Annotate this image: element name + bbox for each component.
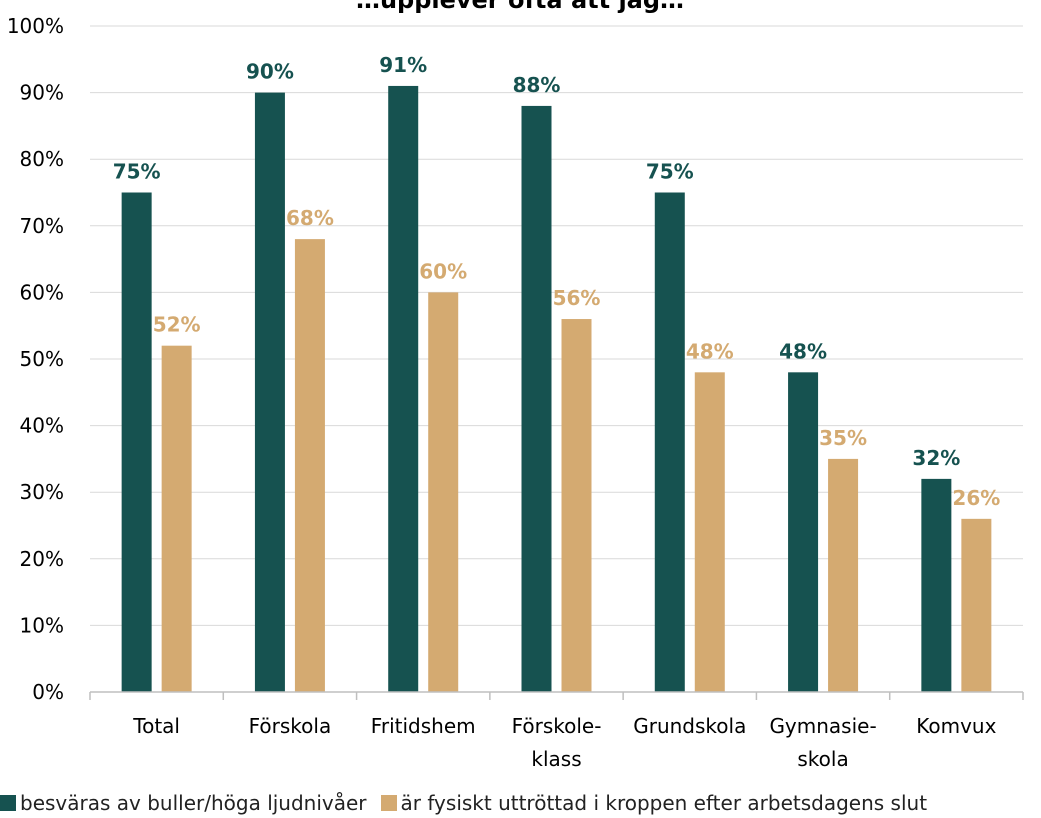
category-label-line: Förskola — [249, 714, 332, 738]
bar-series-1 — [654, 192, 685, 692]
legend-item-series-1: besväras av buller/höga ljudnivåer — [0, 791, 367, 815]
data-label-series-1: 75% — [113, 160, 161, 184]
bar-series-1 — [254, 92, 285, 693]
legend-swatch-series-1 — [0, 795, 16, 811]
legend: besväras av buller/höga ljudnivåer är fy… — [0, 788, 1041, 818]
bar-series-2 — [294, 239, 325, 692]
data-label-series-1: 88% — [513, 73, 561, 97]
bar-series-2 — [961, 518, 992, 692]
category-label: Total — [132, 714, 180, 738]
data-labels: 75% 52% 90% 68% 91% 60% 88% 56% 75% 48% 48% 35% 32% 2… — [113, 53, 1001, 510]
y-tick-label: 10% — [20, 613, 64, 637]
y-tick-label: 30% — [20, 480, 64, 504]
data-label-series-2: 56% — [553, 286, 601, 310]
category-label-line: skola — [797, 747, 848, 771]
y-tick-label: 60% — [20, 280, 64, 304]
category-label: Grundskola — [633, 714, 746, 738]
gridlines — [90, 25, 1023, 626]
data-label-series-2: 60% — [419, 259, 467, 283]
data-label-series-1: 32% — [912, 446, 960, 470]
data-label-series-2: 52% — [153, 313, 201, 337]
category-label-line: Grundskola — [633, 714, 746, 738]
bar-series-2 — [561, 319, 592, 692]
legend-item-series-2: är fysiskt uttröttad i kroppen efter arb… — [380, 791, 928, 815]
data-label-series-1: 90% — [246, 60, 294, 84]
data-label-series-1: 48% — [779, 339, 827, 363]
bar-series-2 — [828, 458, 859, 692]
category-label-line: Fritidshem — [371, 714, 476, 738]
data-label-series-1: 91% — [379, 53, 427, 77]
data-label-series-2: 68% — [286, 206, 334, 230]
category-label-line: Gymnasie- — [769, 714, 876, 738]
bar-series-2 — [428, 292, 459, 692]
x-axis-category-labels: Total Förskola Fritidshem Förskole-klass Gru… — [132, 714, 996, 771]
category-label: Förskola — [249, 714, 332, 738]
legend-label-series-1: besväras av buller/höga ljudnivåer — [20, 791, 367, 815]
legend-swatch-series-2 — [380, 795, 397, 811]
y-tick-label: 40% — [20, 414, 64, 438]
bar-series-1 — [788, 372, 819, 692]
y-axis-tick-labels: 0% 10% 20% 30% 40% 50% 60% 70% 80% 90% 100% — [7, 14, 64, 704]
category-label: Komvux — [916, 714, 996, 738]
category-label: Gymnasie-skola — [769, 714, 876, 771]
chart: 0% 10% 20% 30% 40% 50% 60% 70% 80% 90% 100% 75% 52%… — [7, 0, 1024, 771]
x-axis — [89, 691, 1024, 700]
data-label-series-1: 75% — [646, 160, 694, 184]
y-tick-label: 70% — [20, 214, 64, 238]
y-tick-label: 100% — [7, 14, 64, 38]
y-tick-label: 50% — [20, 347, 64, 371]
bar-series-2 — [161, 345, 192, 692]
bar-series-1 — [121, 192, 152, 692]
bar-series-1 — [921, 478, 952, 692]
data-label-series-2: 35% — [819, 426, 867, 450]
category-label: Fritidshem — [371, 714, 476, 738]
y-tick-label: 20% — [20, 547, 64, 571]
data-label-series-2: 26% — [952, 486, 1000, 510]
bar-series-1 — [388, 85, 419, 692]
y-tick-label: 90% — [20, 81, 64, 105]
chart-title: …upplever ofta att jag… — [356, 0, 684, 14]
legend-label-series-2: är fysiskt uttröttad i kroppen efter arb… — [400, 791, 928, 815]
category-label-line: Total — [132, 714, 180, 738]
bar-series-2 — [694, 372, 725, 692]
bar-series-1 — [521, 105, 552, 693]
category-label-line: Förskole- — [512, 714, 602, 738]
category-label-line: klass — [531, 747, 581, 771]
y-tick-label: 0% — [32, 680, 64, 704]
category-label: Förskole-klass — [512, 714, 602, 771]
data-label-series-2: 48% — [686, 339, 734, 363]
y-tick-label: 80% — [20, 147, 64, 171]
bars — [121, 85, 992, 693]
category-label-line: Komvux — [916, 714, 996, 738]
